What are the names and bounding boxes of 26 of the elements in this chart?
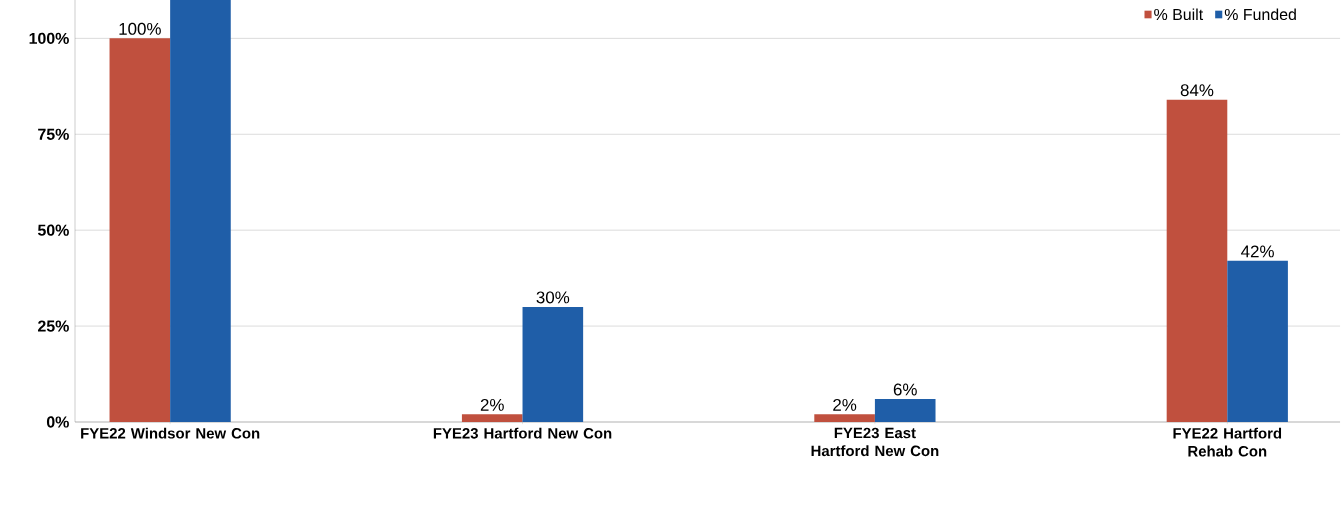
bar	[522, 306, 584, 422]
legend-label: % Funded	[1224, 8, 1296, 21]
bar	[814, 414, 875, 422]
bar	[1227, 260, 1288, 422]
y-tick-label: 75%	[38, 128, 69, 140]
data-label: 42%	[1241, 245, 1274, 258]
data-label: 2%	[480, 398, 504, 411]
y-tick-label: 100%	[29, 32, 69, 44]
data-label: 30%	[536, 291, 570, 304]
y-tick-label: 0%	[46, 416, 69, 428]
x-tick-label: FYE23 Hartford New Con	[433, 427, 612, 439]
y-tick-label: 50%	[37, 224, 69, 236]
x-tick-label: FYE22 Windsor New Con	[81, 427, 260, 439]
bar	[1166, 99, 1228, 422]
data-label: 84%	[1180, 84, 1214, 97]
data-label: 2%	[833, 398, 857, 411]
bar	[109, 38, 171, 422]
x-tick-label: FYE22 Hartford Rehab Con	[1173, 427, 1282, 457]
x-tick-label: FYE23 East Hartford New Con	[811, 427, 939, 457]
y-tick-label: 25%	[38, 320, 69, 332]
data-label: 6%	[893, 383, 917, 396]
bar	[461, 414, 523, 422]
legend-label: % Built	[1154, 8, 1204, 21]
data-label: 100%	[119, 22, 161, 35]
bar	[170, 0, 231, 422]
bar	[874, 398, 936, 422]
